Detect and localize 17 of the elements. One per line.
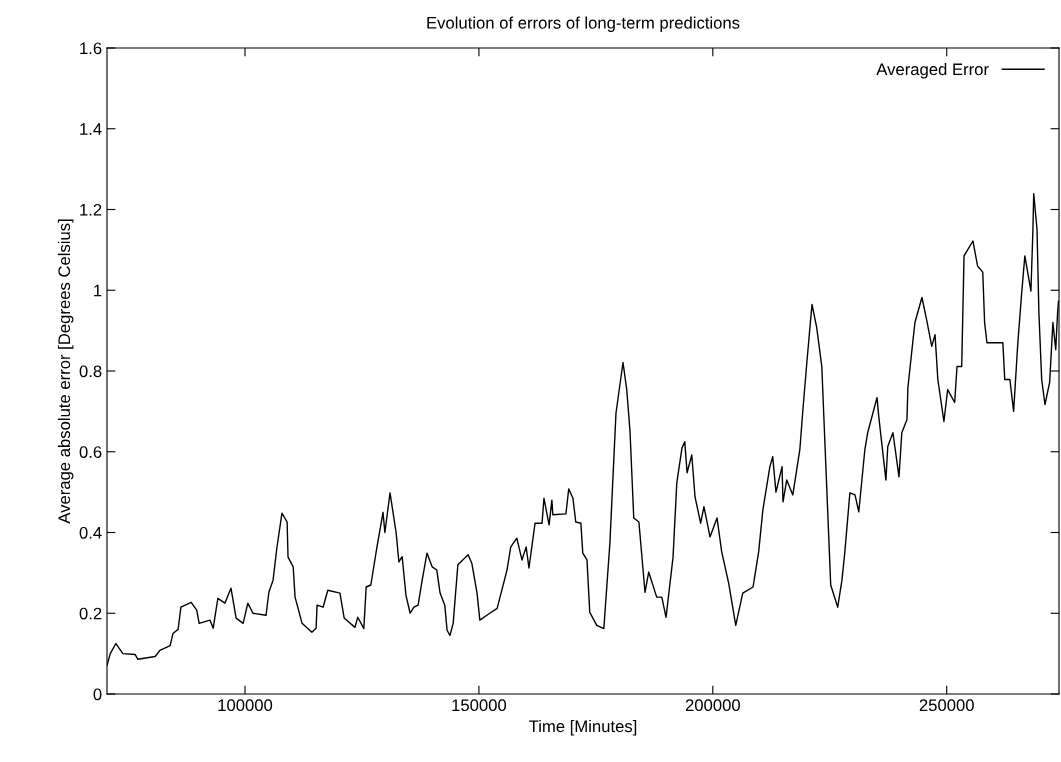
legend-label: Averaged Error [876,63,989,79]
y-tick-label: 0 [93,688,102,701]
y-tick-label: 1.6 [80,42,102,55]
x-axis-title: Time [Minutes] [529,719,637,736]
x-tick-label: 100000 [218,699,273,712]
y-tick-label: 0.4 [79,526,102,539]
x-tick-label: 150000 [452,699,507,712]
y-tick-label: 1.4 [80,123,102,135]
y-tick-label: 0.8 [79,365,102,378]
y-tick-label: 1 [94,284,102,297]
x-tick-label: 250000 [919,699,974,712]
y-tick-label: 1.2 [80,203,102,216]
y-tick-label: 0.2 [79,607,102,620]
chart-title: Evolution of errors of long-term predictions [427,16,740,33]
x-tick-label: 200000 [685,699,740,712]
y-axis-title: Average absolute error [Degrees Celsius] [57,219,74,524]
y-tick-label: 0.6 [79,446,102,458]
